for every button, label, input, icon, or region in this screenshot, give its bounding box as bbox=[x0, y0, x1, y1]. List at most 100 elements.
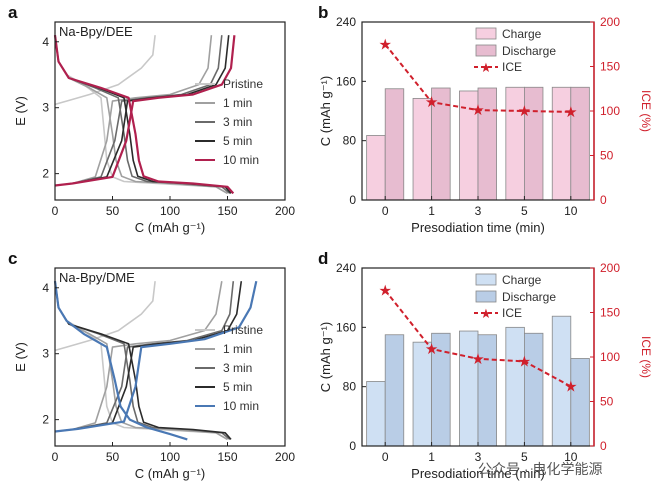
panel-a: a 0 50 100 150 200 2 3 4 C (mAh g⁻¹) E (V) Na-Bpy/D… bbox=[8, 3, 295, 235]
bar-charge bbox=[412, 97, 433, 201]
legend-label: 1 min bbox=[223, 96, 252, 110]
panel-d: d★★★ ★★0 1 3 5 10080160240050100150200Presodi… bbox=[318, 249, 653, 481]
series-10-min-discharge-curve bbox=[53, 35, 235, 195]
y2-tick-label: 0 bbox=[600, 439, 607, 453]
y2-tick-label: 200 bbox=[600, 261, 620, 275]
legend-label: Discharge bbox=[502, 44, 556, 58]
y-tick-label: 3 bbox=[42, 101, 49, 115]
legend-label: Pristine bbox=[223, 77, 263, 91]
bar-discharge bbox=[384, 334, 405, 447]
series-1-min-charge-curve bbox=[54, 281, 223, 433]
x-tick-label: 1 bbox=[428, 450, 435, 464]
y2-tick-label: 100 bbox=[600, 104, 620, 118]
legend-label: 3 min bbox=[223, 115, 252, 129]
watermark-text: 公众号 · 电化学能源 bbox=[478, 461, 602, 477]
ice-point-marker: ★ bbox=[425, 94, 438, 111]
legend-label: ICE bbox=[502, 306, 522, 320]
x-tick-label: 10 bbox=[564, 450, 578, 464]
y2-tick-label: 50 bbox=[600, 149, 614, 163]
series-5-min-charge-curve bbox=[54, 281, 243, 433]
bar-discharge bbox=[384, 88, 405, 201]
panel-c: c 0 50 100 150 200 2 3 4 C (mAh g⁻¹) E (V) Na-Bpy/D… bbox=[8, 249, 295, 481]
y-tick-label: 4 bbox=[42, 35, 49, 49]
ice-point-marker: ★ bbox=[518, 103, 531, 120]
x-tick-label: 5 bbox=[521, 204, 528, 218]
y-tick-label: 2 bbox=[42, 167, 49, 181]
x-tick-label: 3 bbox=[475, 450, 482, 464]
y-tick-label: 0 bbox=[349, 193, 356, 207]
y-tick-label: 0 bbox=[349, 439, 356, 453]
series-10-min-charge-curve bbox=[54, 280, 258, 433]
ice-line bbox=[384, 289, 572, 388]
y2-axis-label: ICE (%) bbox=[639, 336, 653, 378]
ice-point-marker: ★ bbox=[471, 351, 484, 368]
y-tick-label: 3 bbox=[42, 347, 49, 361]
x-tick-label: 100 bbox=[160, 204, 180, 218]
series-5-min-discharge-curve bbox=[54, 281, 232, 440]
ice-point-marker: ★ bbox=[471, 102, 484, 119]
y-tick-label: 160 bbox=[336, 320, 356, 334]
bar-discharge bbox=[524, 332, 544, 447]
legend-label: Pristine bbox=[223, 323, 263, 337]
x-tick-label: 50 bbox=[106, 204, 120, 218]
x-tick-label: 50 bbox=[106, 450, 120, 464]
x-axis-label: Presodiation time (min) bbox=[411, 220, 545, 235]
x-axis-label: C (mAh g⁻¹) bbox=[135, 466, 205, 481]
panel-letter: c bbox=[8, 249, 17, 268]
x-axis-label: Presodiation time (min) bbox=[411, 466, 545, 481]
series-3-min-charge-curve bbox=[54, 35, 223, 187]
y-axis-label: C (mAh g⁻¹) bbox=[318, 322, 333, 392]
x-tick-label: 0 bbox=[52, 204, 59, 218]
x-tick-label: 0 bbox=[382, 204, 389, 218]
panel-letter: a bbox=[8, 3, 18, 22]
legend-label: 5 min bbox=[223, 134, 252, 148]
series-pristine-charge-curve bbox=[54, 281, 156, 352]
panel-letter: b bbox=[318, 3, 328, 22]
y2-tick-label: 150 bbox=[600, 60, 620, 74]
y-tick-label: 2 bbox=[42, 413, 49, 427]
bar-charge bbox=[459, 330, 479, 447]
inset-title: Na-Bpy/DME bbox=[59, 270, 135, 285]
y-axis-label: E (V) bbox=[13, 96, 28, 126]
panel-letter: d bbox=[318, 249, 328, 268]
y-tick-label: 4 bbox=[42, 281, 49, 295]
legend-star-icon: ★ bbox=[480, 306, 492, 321]
plot-frame bbox=[54, 21, 286, 201]
ice-point-marker: ★ bbox=[378, 282, 391, 299]
legend-label: 10 min bbox=[223, 153, 259, 167]
series-5-min-charge-curve bbox=[54, 35, 230, 187]
legend-label: Discharge bbox=[502, 290, 556, 304]
y-axis-label: C (mAh g⁻¹) bbox=[318, 76, 333, 146]
plot-frame bbox=[54, 267, 286, 447]
x-tick-label: 200 bbox=[275, 204, 295, 218]
legend-label: Charge bbox=[502, 27, 542, 41]
x-tick-label: 3 bbox=[475, 204, 482, 218]
legend-star-icon: ★ bbox=[480, 60, 492, 75]
panel-b: b★★ ★ ★ ★0 1 3 5 10080160240050100150200Presodi… bbox=[318, 3, 653, 235]
legend-label: 10 min bbox=[223, 399, 259, 413]
y-tick-label: 240 bbox=[336, 261, 356, 275]
y-axis-label: E (V) bbox=[13, 342, 28, 372]
legend-swatch-charge bbox=[475, 273, 497, 286]
x-axis-label: C (mAh g⁻¹) bbox=[135, 220, 205, 235]
y-tick-label: 80 bbox=[343, 380, 357, 394]
y2-tick-label: 50 bbox=[600, 395, 614, 409]
bar-charge bbox=[366, 381, 386, 447]
ice-line bbox=[384, 43, 571, 113]
ice-point-marker: ★ bbox=[425, 341, 438, 358]
series-10-min-discharge-curve bbox=[53, 281, 188, 441]
series-pristine-charge-curve bbox=[54, 35, 156, 106]
x-tick-label: 0 bbox=[382, 450, 389, 464]
x-tick-label: 200 bbox=[275, 450, 295, 464]
series-5-min-discharge-curve bbox=[54, 35, 232, 194]
legend-swatch-charge bbox=[475, 27, 497, 40]
ice-point-marker: ★ bbox=[518, 353, 531, 370]
bar-discharge bbox=[570, 358, 590, 447]
legend-label: 1 min bbox=[223, 342, 252, 356]
y2-tick-label: 0 bbox=[600, 193, 607, 207]
x-tick-label: 150 bbox=[217, 450, 237, 464]
x-tick-label: 1 bbox=[428, 204, 435, 218]
legend-label: 5 min bbox=[223, 380, 252, 394]
inset-title: Na-Bpy/DEE bbox=[59, 24, 133, 39]
y2-tick-label: 200 bbox=[600, 15, 620, 29]
